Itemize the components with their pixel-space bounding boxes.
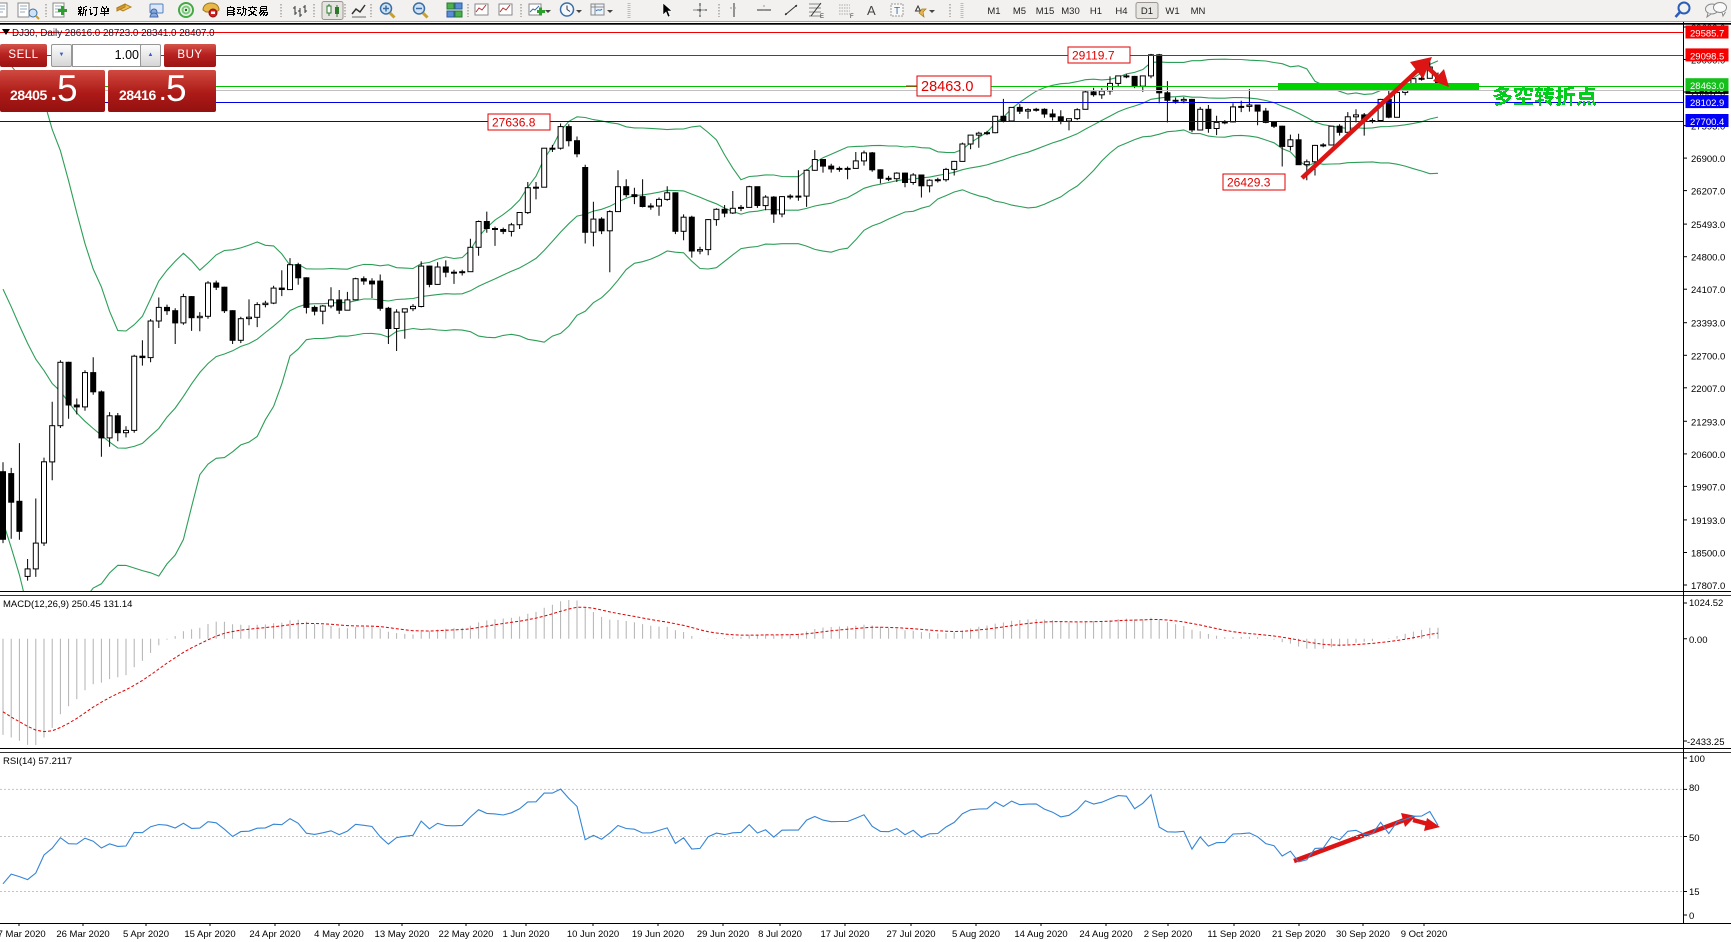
svg-text:2 Sep 2020: 2 Sep 2020 [1144,929,1193,940]
svg-text:100: 100 [1689,754,1705,765]
svg-text:M15: M15 [1036,6,1054,17]
svg-text:27636.8: 27636.8 [492,116,536,130]
svg-text:19 Jun 2020: 19 Jun 2020 [632,929,684,940]
svg-text:H1: H1 [1090,6,1102,17]
svg-text:D1: D1 [1141,6,1153,17]
svg-text:MN: MN [1191,6,1206,17]
svg-text:22007.0: 22007.0 [1691,384,1725,395]
svg-text:8 Jul 2020: 8 Jul 2020 [758,929,802,940]
svg-text:H4: H4 [1115,6,1127,17]
svg-text:15 Apr 2020: 15 Apr 2020 [184,929,235,940]
svg-text:19193.0: 19193.0 [1691,516,1725,527]
svg-text:20600.0: 20600.0 [1691,450,1725,461]
svg-text:-2433.25: -2433.25 [1687,737,1725,748]
svg-text:DJ30, Daily 28616.0 28723.0 2: DJ30, Daily 28616.0 28723.0 28341.0 2840… [12,28,215,39]
svg-text:80: 80 [1689,783,1700,794]
svg-text:E: E [820,14,824,20]
svg-text:13 May 2020: 13 May 2020 [375,929,430,940]
svg-text:22 May 2020: 22 May 2020 [439,929,494,940]
svg-text:RSI(14) 57.2117: RSI(14) 57.2117 [3,756,72,767]
svg-text:M5: M5 [1013,6,1026,17]
svg-text:21293.0: 21293.0 [1691,417,1725,428]
svg-text:4 May 2020: 4 May 2020 [314,929,364,940]
svg-text:27700.4: 27700.4 [1690,117,1724,128]
svg-text:30 Sep 2020: 30 Sep 2020 [1336,929,1390,940]
svg-text:W1: W1 [1165,6,1179,17]
svg-text:17807.0: 17807.0 [1691,581,1725,592]
svg-text:10 Jun 2020: 10 Jun 2020 [567,929,619,940]
svg-text:0: 0 [1689,911,1694,922]
svg-text:21 Sep 2020: 21 Sep 2020 [1272,929,1326,940]
svg-text:1024.52: 1024.52 [1689,598,1723,609]
svg-text:29119.7: 29119.7 [1072,49,1115,63]
svg-text:29098.5: 29098.5 [1690,51,1724,62]
svg-text:23393.0: 23393.0 [1691,319,1725,330]
svg-text:A: A [867,3,876,18]
svg-text:15: 15 [1689,887,1700,898]
svg-text:25493.0: 25493.0 [1691,220,1725,231]
svg-text:24800.0: 24800.0 [1691,253,1725,264]
svg-text:29 Jun 2020: 29 Jun 2020 [697,929,749,940]
svg-text:26429.3: 26429.3 [1227,176,1271,190]
svg-text:M1: M1 [987,6,1000,17]
svg-text:0.00: 0.00 [1689,635,1708,646]
svg-text:28102.9: 28102.9 [1690,98,1724,109]
svg-text:24107.0: 24107.0 [1691,285,1725,296]
svg-text:18500.0: 18500.0 [1691,549,1725,560]
svg-text:26207.0: 26207.0 [1691,187,1725,198]
svg-text:F: F [850,14,854,20]
svg-text:M30: M30 [1061,6,1079,17]
svg-text:17 Mar 2020: 17 Mar 2020 [0,929,46,940]
svg-text:1 Jun 2020: 1 Jun 2020 [502,929,549,940]
svg-text:MACD(12,26,9) 250.45 131.14: MACD(12,26,9) 250.45 131.14 [3,599,132,610]
svg-text:14 Aug 2020: 14 Aug 2020 [1014,929,1067,940]
svg-text:27593.0: 27593.0 [1691,122,1725,133]
svg-text:29585.7: 29585.7 [1690,29,1724,40]
svg-text:17 Jul 2020: 17 Jul 2020 [820,929,869,940]
svg-text:11 Sep 2020: 11 Sep 2020 [1207,929,1260,940]
svg-text:28463.0: 28463.0 [921,79,973,95]
svg-text:26 Mar 2020: 26 Mar 2020 [56,929,109,940]
svg-text:22700.0: 22700.0 [1691,351,1725,362]
svg-text:24 Apr 2020: 24 Apr 2020 [249,929,300,940]
svg-text:5 Apr 2020: 5 Apr 2020 [123,929,169,940]
svg-text:19907.0: 19907.0 [1691,482,1725,493]
svg-text:28463.0: 28463.0 [1690,81,1724,92]
svg-text:26900.0: 26900.0 [1691,154,1725,165]
svg-text:24 Aug 2020: 24 Aug 2020 [1079,929,1132,940]
svg-text:50: 50 [1689,833,1700,844]
svg-text:T: T [894,6,900,17]
svg-text:9 Oct 2020: 9 Oct 2020 [1401,929,1447,940]
svg-text:5 Aug 2020: 5 Aug 2020 [952,929,1000,940]
svg-text:27 Jul 2020: 27 Jul 2020 [886,929,935,940]
